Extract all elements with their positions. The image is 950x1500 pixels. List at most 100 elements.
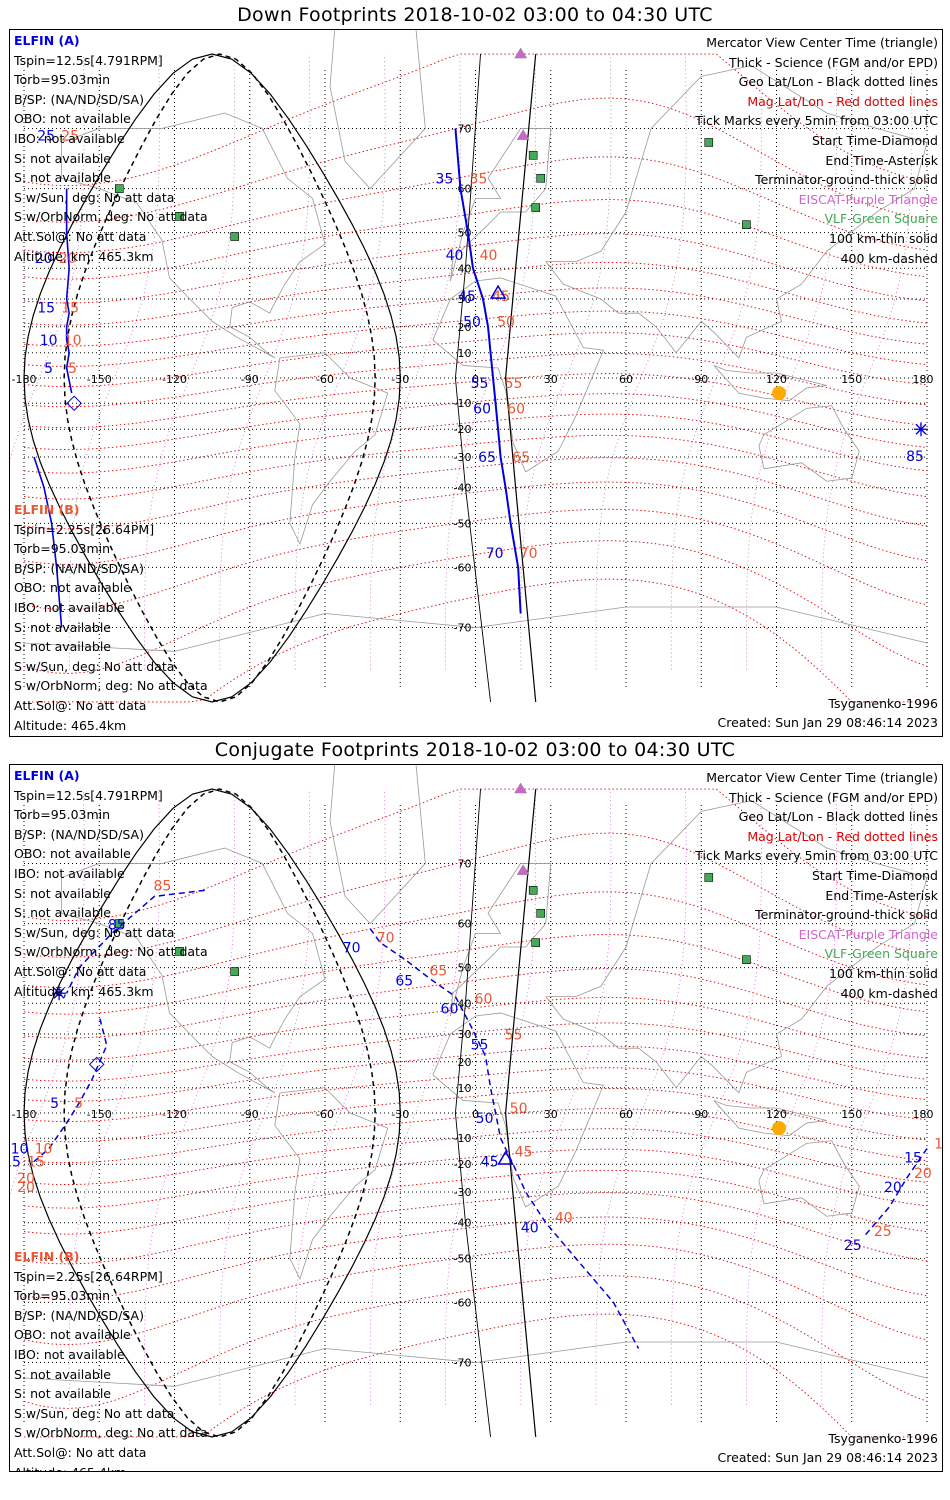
legend-item: Geo Lat/Lon - Black dotted lines xyxy=(738,74,938,90)
info-line: Tspin=2.25s[26.64RPM] xyxy=(14,1268,163,1284)
elfin-b-header: ELFIN (B) xyxy=(14,502,80,517)
track-tick-label: 50 xyxy=(476,1111,494,1127)
legend-item: VLF-Green Square xyxy=(824,946,938,962)
end-asterisk-icon xyxy=(914,422,928,437)
info-line: S w/OrbNorm, deg: No att data xyxy=(14,944,208,960)
info-line: B/SP: (NA/ND/SD/SA) xyxy=(14,560,144,576)
coastline xyxy=(274,352,389,546)
legend-item: Mercator View Center Time (triangle) xyxy=(706,35,938,50)
info-line: Altitude: 465.4km xyxy=(14,717,127,733)
coastline xyxy=(274,1087,389,1281)
track-tick-label: 45 xyxy=(458,289,476,305)
elfin-b-header: ELFIN (B) xyxy=(14,1249,80,1264)
info-line: OBO: not available xyxy=(14,580,131,596)
vlf-station-icon xyxy=(536,173,546,183)
track-tick-label: 60 xyxy=(475,991,493,1007)
terminator-east xyxy=(504,53,537,703)
info-line: S w/OrbNorm, deg: No att data xyxy=(14,1425,208,1441)
start-diamond-icon xyxy=(88,1056,105,1073)
mag-parallel xyxy=(23,233,928,304)
conjugate-footprints-panel: -180 -150 -120 -90 -60 -30 0 30 60 90 120 150 180 70 6… xyxy=(9,764,943,1472)
lon-label: 60 xyxy=(619,373,633,386)
lon-label: 90 xyxy=(694,373,708,386)
track-tick-label: 20 xyxy=(914,1166,932,1182)
track-tick-label: 5 xyxy=(68,361,77,377)
track-tick-label: 65 xyxy=(429,963,447,979)
track-tick-label: 55 xyxy=(471,376,489,392)
mag-meridian xyxy=(294,789,386,1405)
lon-label: -60 xyxy=(316,1108,334,1121)
map-legend: Mercator View Center Time (triangle) Thic… xyxy=(695,768,938,1003)
lon-label: 120 xyxy=(766,1108,787,1121)
track-tick-label: 5 xyxy=(44,361,53,377)
legend-item: Geo Lat/Lon - Black dotted lines xyxy=(738,809,938,825)
track-tick-label: 85 xyxy=(108,918,126,934)
elfin-a-info: ELFIN (A) Tspin=12.5s[4.791RPM] Torb=95.0… xyxy=(14,31,208,266)
lon-label: 30 xyxy=(544,1108,558,1121)
terminator-curve xyxy=(63,788,376,1438)
info-line: Tspin=2.25s[26.64PM] xyxy=(14,521,155,537)
down-footprints-map: -180 -150 -120 -90 -60 -30 0 30 60 90 120 150 180706… xyxy=(10,30,934,703)
info-line: S: not available xyxy=(14,150,111,166)
info-line: S w/OrbNorm, deg: No att data xyxy=(14,209,208,225)
lat-label: -70 xyxy=(454,622,472,635)
elfin-a-lines: Tspin=12.5s[4.791RPM] Torb=95.03min B/SP: … xyxy=(14,51,208,267)
coastline xyxy=(713,365,827,402)
mag-parallel xyxy=(24,578,927,703)
track-tick-label: 65 xyxy=(512,450,530,466)
mag-meridian xyxy=(445,789,537,1405)
track-tick-label: 20 xyxy=(17,1171,35,1187)
mag-parallel xyxy=(23,53,928,187)
map-legend: Mercator View Center Time (triangle) Thic… xyxy=(695,33,938,268)
elfin-a-conjugate-track: 5101520510152070656055504540706560555045… xyxy=(10,878,942,1349)
lat-label: -40 xyxy=(454,482,472,495)
mag-parallel xyxy=(23,1192,928,1265)
vlf-station-icon xyxy=(742,220,751,229)
start-diamond-icon xyxy=(66,395,82,412)
vlf-station-icon xyxy=(742,955,751,964)
info-line: OBO: not available xyxy=(14,846,131,862)
info-line: Tspin=12.5s[4.791RPM] xyxy=(14,52,163,68)
lon-label: 150 xyxy=(841,1108,862,1121)
lat-label: 40 xyxy=(458,262,472,275)
coastline xyxy=(61,112,326,359)
mag-meridian xyxy=(445,54,537,670)
track-tick-label: 65 xyxy=(395,973,413,989)
lon-label: -90 xyxy=(241,373,259,386)
mag-parallel xyxy=(23,1216,928,1300)
coastline xyxy=(545,65,928,359)
track-tick-label: 40 xyxy=(555,1211,573,1227)
elfin-a-header: ELFIN (A) xyxy=(14,33,80,48)
track-tick-label: 20 xyxy=(17,1180,35,1196)
mag-parallel xyxy=(23,1275,928,1409)
track-tick-label: 10 xyxy=(64,333,82,349)
geo-grid xyxy=(23,805,928,1425)
legend-item: 100 km-thin solid xyxy=(829,230,938,246)
track-tick-label: 40 xyxy=(480,248,498,264)
track-tick-label: 55 xyxy=(505,1028,523,1044)
track-tick-label: 50 xyxy=(463,314,481,330)
track-tick-label: 45 xyxy=(481,1154,499,1170)
mag-grid xyxy=(10,788,928,1438)
down-footprints-panel: -180 -150 -120 -90 -60 -30 0 30 60 90 120 150 180 70 6… xyxy=(9,29,943,737)
coastline xyxy=(329,765,426,925)
mag-meridian xyxy=(746,789,838,1405)
track-tick-label: 35 xyxy=(436,171,454,187)
terminator-east-thin xyxy=(454,54,491,703)
lon-label: 180 xyxy=(913,373,934,386)
track-tick-label: 85 xyxy=(906,449,924,465)
lat-label: 10 xyxy=(458,347,472,360)
track-tick-label: 70 xyxy=(520,546,538,562)
track-tick-label: 45 xyxy=(492,289,510,305)
coastline xyxy=(432,277,604,473)
elfin-b-lines: Tspin=2.25s[26.64PM] Torb=95.03min B/SP: (… xyxy=(14,520,208,736)
mag-meridian xyxy=(670,789,762,1405)
info-line: IBO: not available xyxy=(14,130,125,146)
track-tick-label: 25 xyxy=(61,129,79,145)
elfin-a-west-track xyxy=(65,188,73,394)
track-tick-label: 35 xyxy=(470,171,488,187)
info-line: Att.Sol@: No att data xyxy=(14,697,147,713)
lat-label: 50 xyxy=(458,962,472,975)
track-tick-label: 15 xyxy=(27,1155,45,1171)
eiscat-triangle-icon xyxy=(516,129,530,140)
